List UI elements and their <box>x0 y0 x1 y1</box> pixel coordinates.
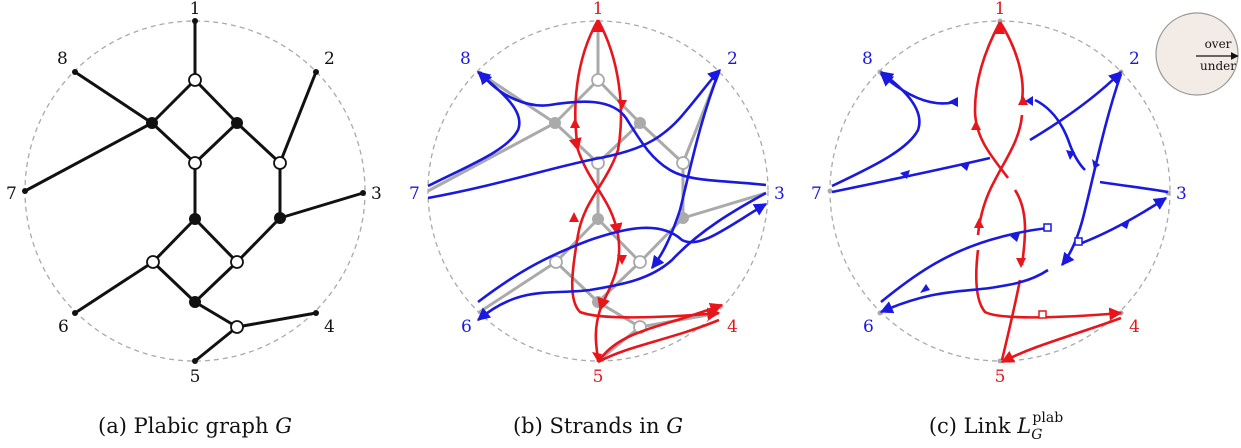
blue-link-arc <box>880 226 1049 304</box>
boundary-labels: 1 2 3 4 5 6 7 8 <box>811 0 1187 387</box>
boundary-vertices <box>22 18 366 364</box>
blue-link-arc <box>831 156 991 194</box>
label-8: 8 <box>862 49 873 69</box>
legend-over-label: over <box>1205 37 1232 51</box>
caption-b: (b) Strands in G <box>513 414 683 438</box>
red-link-arc <box>998 21 1024 101</box>
blue-strands <box>427 69 768 321</box>
blue-link-arc <box>879 268 1049 314</box>
red-strand-d <box>597 318 720 364</box>
red-link-component <box>973 21 1123 364</box>
red-link-arc <box>976 114 1024 236</box>
blue-link-arc <box>880 73 956 105</box>
blue-strand-top <box>478 70 767 187</box>
blue-link-arc <box>1060 73 1123 267</box>
label-7: 7 <box>811 184 822 204</box>
caption-a: (a) Plabic graph G <box>98 414 292 438</box>
label-2: 2 <box>1129 49 1140 69</box>
panel-b-strands: 1 2 3 4 5 6 7 8 (b) Strands in G <box>409 0 785 438</box>
label-6: 6 <box>461 317 472 337</box>
label-6: 6 <box>863 317 874 337</box>
over-under-legend: over under <box>1155 12 1239 96</box>
red-link-arc <box>1000 279 1022 361</box>
graph-edges <box>24 21 364 363</box>
label-3: 3 <box>774 184 785 204</box>
legend-disk <box>1155 12 1239 96</box>
blue-crossing-marker <box>1074 237 1083 246</box>
label-2: 2 <box>324 49 335 69</box>
red-crossing-marker <box>1038 310 1047 319</box>
panel-a-plabic-graph: 1 2 3 4 5 6 7 8 (a) Plabic graph G <box>6 0 382 438</box>
blue-arrow <box>1010 233 1020 242</box>
red-arrow <box>974 218 984 228</box>
red-link-arc <box>974 249 1123 321</box>
label-2: 2 <box>727 49 738 69</box>
blue-link-arc <box>1081 196 1168 245</box>
blue-strand-6-3 <box>477 202 768 304</box>
red-arrow <box>1016 258 1026 268</box>
blue-arrow <box>900 170 910 179</box>
red-link-arc <box>973 21 1010 179</box>
red-arrowheads <box>569 20 627 362</box>
red-arrow <box>617 255 627 265</box>
blue-strand-2-down <box>650 71 721 270</box>
blue-arrow <box>960 162 970 171</box>
red-strand-a <box>568 19 623 363</box>
blue-strand-7-2 <box>427 69 721 200</box>
red-arrow <box>617 100 627 110</box>
label-5: 5 <box>190 367 201 387</box>
blue-link-component <box>831 70 1169 314</box>
blue-strand-3-6 <box>477 191 767 321</box>
label-1: 1 <box>995 0 1006 19</box>
legend-under-label: under <box>1200 59 1236 73</box>
boundary-points <box>827 18 1171 364</box>
blue-arrow <box>920 284 930 293</box>
blue-link-arc <box>1099 180 1169 194</box>
black-vertices <box>146 117 286 308</box>
label-1: 1 <box>190 0 201 19</box>
blue-link-arc <box>831 70 921 188</box>
red-arrow <box>1018 95 1028 105</box>
red-arrow <box>570 118 580 128</box>
red-arrow <box>569 212 579 222</box>
label-4: 4 <box>727 317 738 337</box>
gray-white-vertices <box>549 73 690 334</box>
label-1: 1 <box>593 0 604 19</box>
label-4: 4 <box>324 317 335 337</box>
blue-arrow <box>1066 150 1075 160</box>
boundary-labels: 1 2 3 4 5 6 7 8 <box>409 0 785 387</box>
label-5: 5 <box>593 367 604 387</box>
label-5: 5 <box>995 367 1006 387</box>
blue-arrow <box>1092 159 1100 169</box>
blue-arrow <box>948 97 958 107</box>
red-strands <box>568 19 724 364</box>
red-link-arc <box>1013 189 1027 266</box>
red-strand-b <box>596 302 724 363</box>
red-arrow <box>592 352 602 362</box>
blue-link-arrowheads <box>900 96 1130 293</box>
blue-crossing-marker <box>1043 223 1052 232</box>
blue-arrow <box>1025 96 1033 106</box>
panel-c-link: 1 2 3 4 5 6 7 8 over under (c) Link LGpl… <box>811 0 1239 443</box>
blue-arrow <box>1120 219 1130 229</box>
label-6: 6 <box>58 317 69 337</box>
label-8: 8 <box>57 49 68 69</box>
blue-link-arc <box>1034 98 1086 171</box>
red-link-arrowheads <box>971 22 1028 268</box>
label-3: 3 <box>371 184 382 204</box>
label-7: 7 <box>409 184 420 204</box>
red-arrow <box>593 20 603 32</box>
label-8: 8 <box>460 49 471 69</box>
label-4: 4 <box>1129 317 1140 337</box>
white-vertices <box>146 73 287 334</box>
boundary-labels: 1 2 3 4 5 6 7 8 <box>6 0 382 387</box>
red-link-arc <box>1000 316 1122 364</box>
red-arrow <box>995 22 1005 34</box>
label-3: 3 <box>1176 184 1187 204</box>
label-7: 7 <box>6 184 17 204</box>
blue-link-arc <box>1029 71 1122 142</box>
caption-c: (c) Link LGplab <box>929 410 1063 443</box>
red-arrow <box>971 120 981 130</box>
